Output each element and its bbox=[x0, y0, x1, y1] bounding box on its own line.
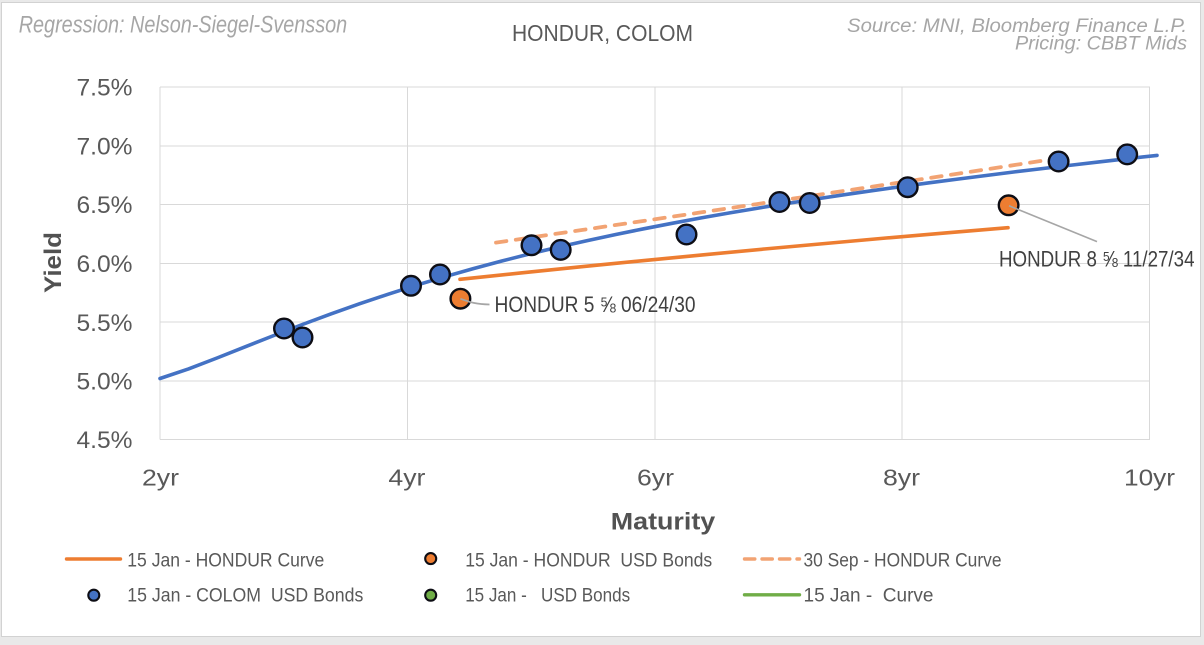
svg-text:6.0%: 6.0% bbox=[77, 251, 133, 278]
svg-text:5.0%: 5.0% bbox=[77, 369, 133, 396]
svg-text:15 Jan - HONDUR Curve: 15 Jan - HONDUR Curve bbox=[127, 550, 324, 571]
svg-text:15 Jan - Curve: 15 Jan - Curve bbox=[804, 585, 934, 606]
svg-text:15 Jan - USD Bonds: 15 Jan - USD Bonds bbox=[465, 585, 630, 606]
svg-text:15 Jan - COLOM USD Bonds: 15 Jan - COLOM USD Bonds bbox=[127, 585, 363, 606]
svg-text:Maturity: Maturity bbox=[611, 509, 716, 536]
svg-text:8yr: 8yr bbox=[883, 464, 920, 490]
svg-text:Yield: Yield bbox=[40, 232, 67, 293]
svg-text:7.5%: 7.5% bbox=[77, 75, 133, 102]
svg-text:5.5%: 5.5% bbox=[77, 310, 133, 337]
svg-text:10yr: 10yr bbox=[1124, 464, 1175, 490]
svg-text:HONDUR 5 ⅝ 06/24/30: HONDUR 5 ⅝ 06/24/30 bbox=[495, 292, 696, 317]
svg-text:HONDUR 8 ⅝ 11/27/34: HONDUR 8 ⅝ 11/27/34 bbox=[999, 247, 1195, 272]
svg-text:6.5%: 6.5% bbox=[77, 192, 133, 219]
svg-text:7.0%: 7.0% bbox=[77, 133, 133, 160]
svg-text:4yr: 4yr bbox=[388, 464, 425, 490]
svg-text:HONDUR, COLOM: HONDUR, COLOM bbox=[512, 20, 693, 46]
svg-text:30 Sep - HONDUR Curve: 30 Sep - HONDUR Curve bbox=[804, 550, 1002, 571]
svg-text:Source: MNI, Bloomberg Finance: Source: MNI, Bloomberg Finance L.P. bbox=[847, 15, 1187, 37]
svg-text:2yr: 2yr bbox=[142, 464, 179, 490]
svg-text:4.5%: 4.5% bbox=[77, 427, 133, 454]
svg-text:15 Jan - HONDUR USD Bonds: 15 Jan - HONDUR USD Bonds bbox=[465, 550, 712, 571]
svg-text:Regression: Nelson-Siegel-Sven: Regression: Nelson-Siegel-Svensson bbox=[19, 12, 348, 39]
svg-text:6yr: 6yr bbox=[637, 464, 674, 490]
svg-text:Pricing: CBBT Mids: Pricing: CBBT Mids bbox=[1015, 33, 1187, 55]
